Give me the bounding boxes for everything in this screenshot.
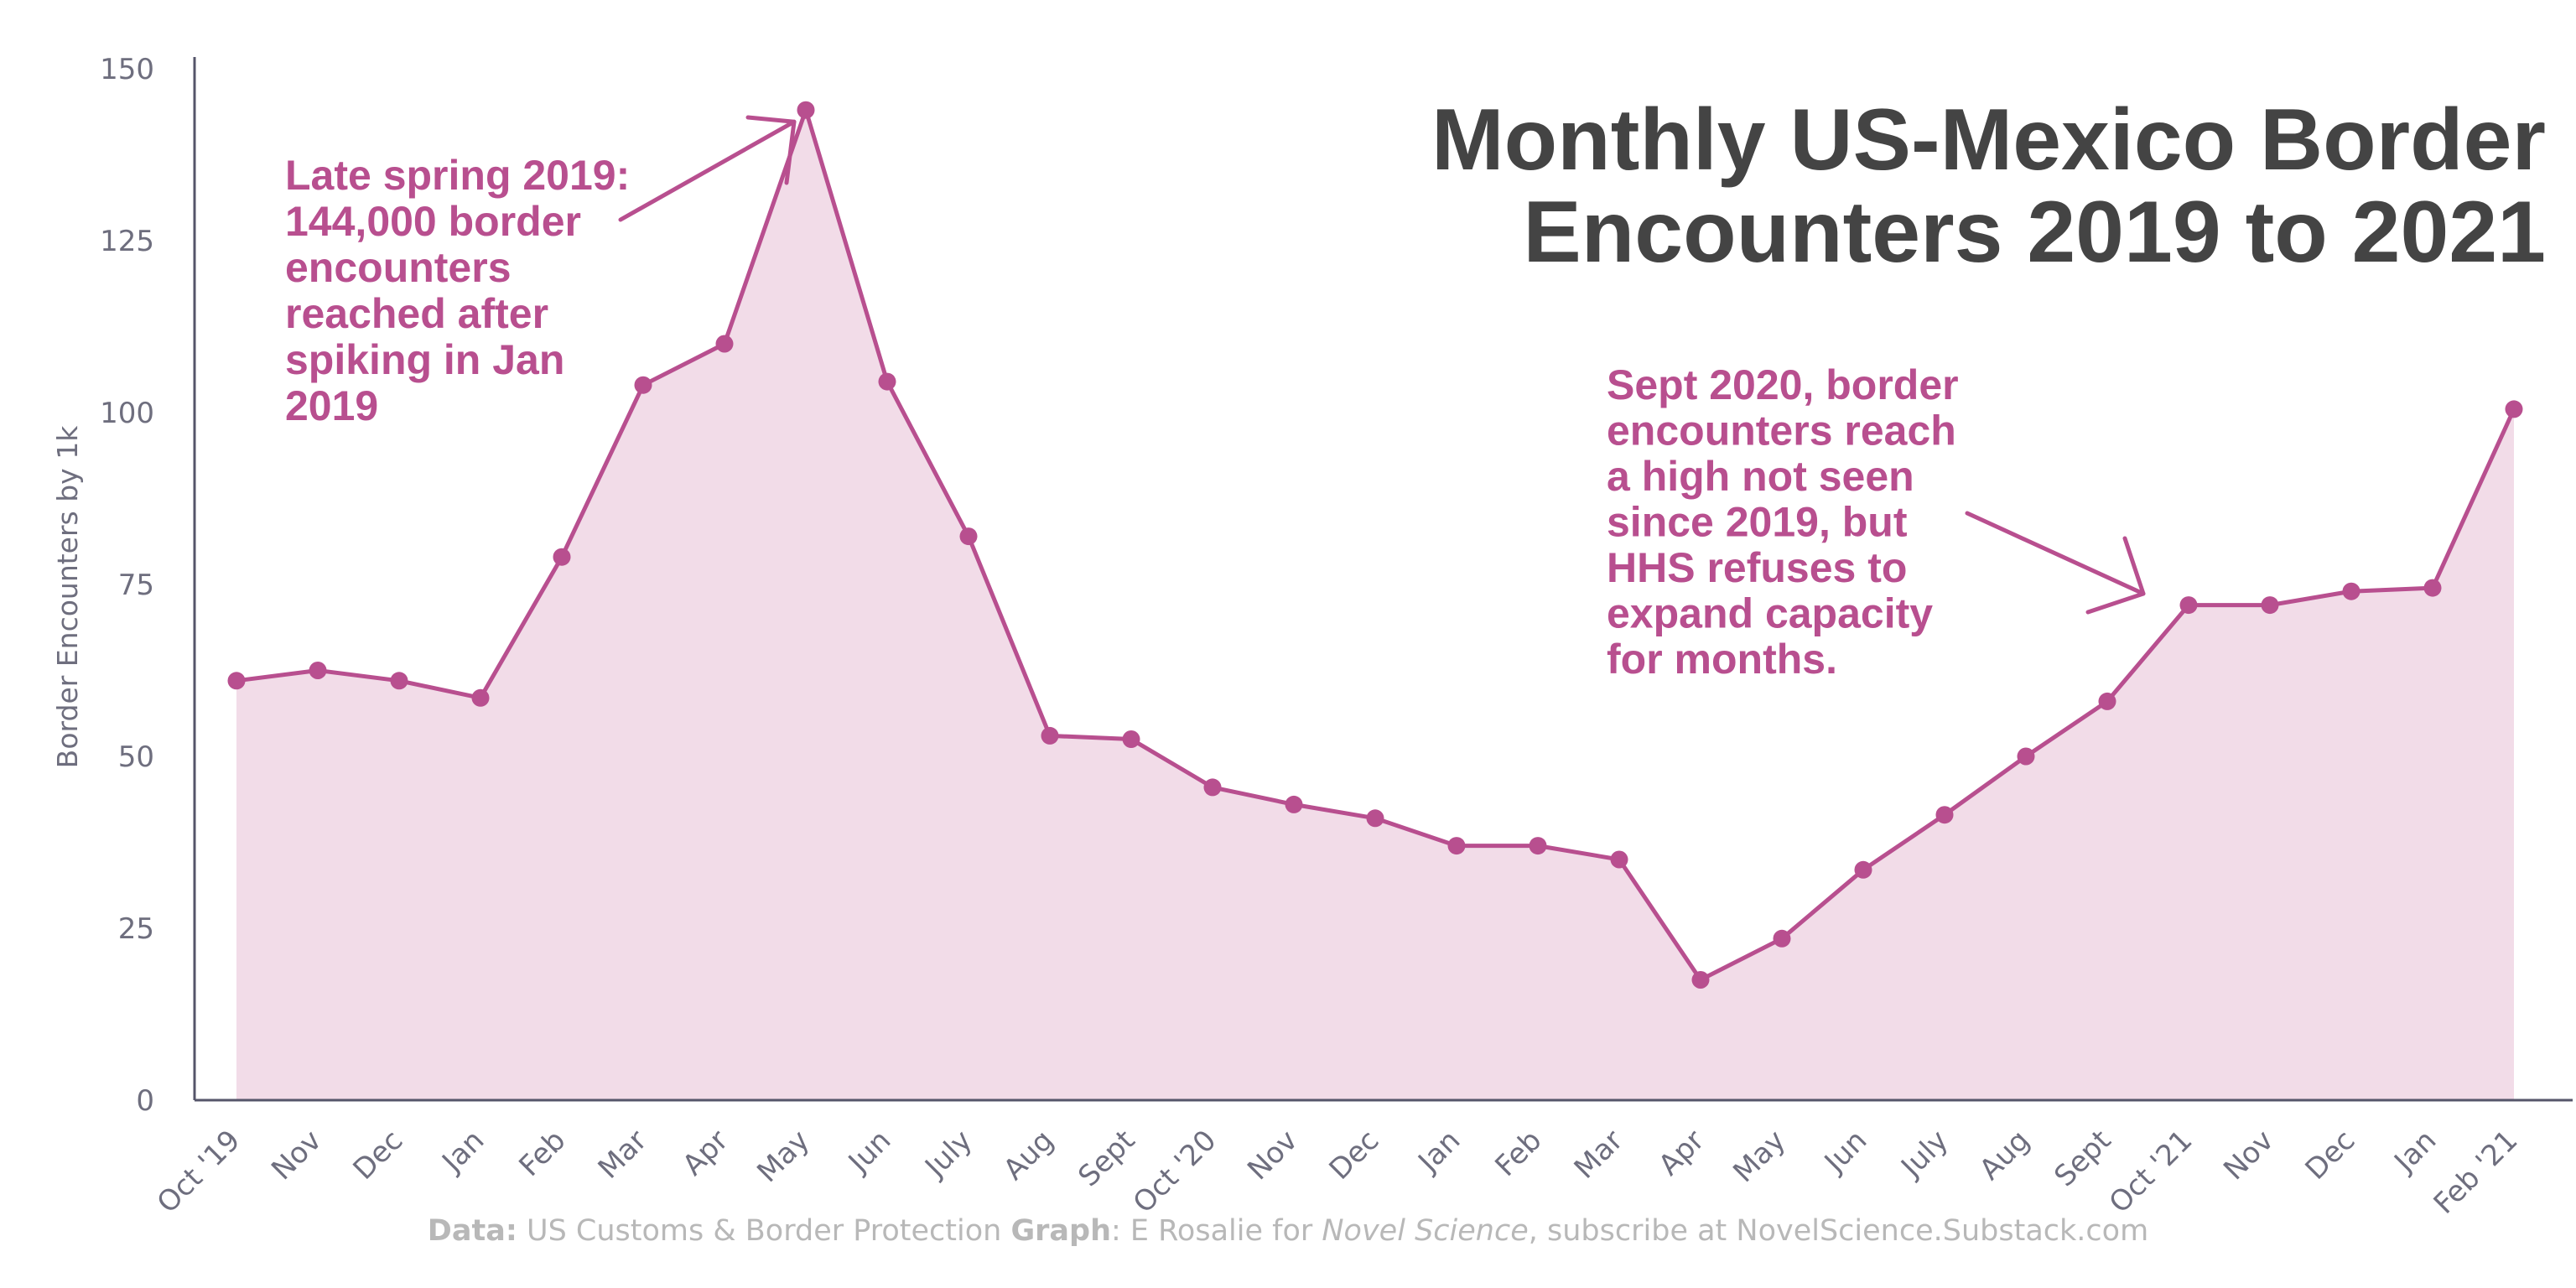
y-tick-label: 125 — [100, 225, 154, 258]
x-tick-label: May — [1727, 1124, 1792, 1189]
data-point — [1691, 971, 1710, 989]
x-tick-label: Mar — [592, 1124, 654, 1186]
x-tick-label: Nov — [265, 1124, 328, 1187]
y-tick-label: 100 — [100, 397, 154, 430]
x-tick-label: Apr — [1652, 1124, 1711, 1182]
data-point — [797, 101, 815, 119]
data-point — [2098, 692, 2116, 710]
y-tick-label: 0 — [136, 1084, 154, 1118]
y-tick-label: 50 — [118, 740, 154, 774]
data-point — [1366, 809, 1384, 828]
x-tick-label: Oct '19 — [151, 1124, 247, 1220]
source-data-text: US Customs & Border Protection — [517, 1214, 1011, 1248]
annotation-text: expand capacity — [1607, 590, 1933, 637]
x-tick-label: Jan — [435, 1124, 491, 1180]
source-data-label: Data: — [427, 1214, 517, 1248]
source-caption: Data: US Customs & Border Protection Gra… — [0, 1214, 2576, 1248]
x-tick-label: Sept — [1072, 1124, 1141, 1193]
data-point — [227, 672, 246, 690]
data-point — [553, 548, 571, 566]
annotations: Late spring 2019:144,000 borderencounter… — [285, 115, 2146, 683]
data-point — [471, 688, 490, 707]
x-tick-label: Jan — [1411, 1124, 1467, 1180]
arrow-head — [745, 115, 797, 185]
annotation-text: since 2019, but — [1607, 499, 1908, 546]
source-tail-text: , subscribe at NovelScience.Substack.com — [1528, 1214, 2149, 1248]
x-tick-label: Aug — [997, 1124, 1060, 1187]
annotation-arrow — [618, 119, 797, 222]
x-tick-label: Jun — [841, 1124, 897, 1180]
arrow-head — [2085, 536, 2146, 615]
x-tick-label: Jan — [2387, 1124, 2444, 1180]
x-tick-label: Oct '21 — [2103, 1124, 2199, 1220]
data-point — [1529, 837, 1547, 855]
data-point — [2505, 400, 2523, 418]
data-point — [2342, 582, 2360, 600]
title-line: Encounters 2019 to 2021 — [1523, 184, 2546, 281]
data-point — [959, 527, 978, 546]
y-tick-label: 150 — [100, 53, 154, 86]
x-tick-label: Dec — [2299, 1124, 2362, 1187]
data-point — [1610, 850, 1628, 869]
y-tick-label: 75 — [118, 569, 154, 602]
source-publication: Novel Science — [1322, 1214, 1529, 1248]
data-point — [878, 372, 896, 391]
title-line: Monthly US-Mexico Border — [1431, 91, 2546, 189]
x-tick-label: Dec — [1323, 1124, 1386, 1187]
data-point — [1122, 730, 1140, 748]
annotation-text: spiking in Jan — [285, 336, 564, 383]
x-tick-label: Feb — [1489, 1124, 1549, 1183]
data-point — [309, 662, 327, 679]
data-point — [715, 335, 734, 353]
x-tick-label: Feb — [513, 1124, 573, 1183]
x-tick-label: Nov — [1241, 1124, 1304, 1187]
x-tick-label: Aug — [1973, 1124, 2036, 1187]
x-tick-label: Jun — [1817, 1124, 1873, 1180]
data-point — [1203, 778, 1222, 797]
x-tick-label: July — [1893, 1124, 1955, 1185]
annotation-text: 2019 — [285, 382, 378, 429]
x-tick-label: Dec — [347, 1124, 410, 1187]
x-tick-label: Oct '20 — [1127, 1124, 1223, 1220]
data-point — [1935, 806, 1954, 824]
data-point — [2261, 596, 2279, 615]
data-point — [1773, 929, 1791, 948]
data-point — [2423, 579, 2442, 597]
annotation-text: for months. — [1607, 636, 1837, 683]
y-tick-label: 25 — [118, 912, 154, 946]
x-tick-label: Nov — [2217, 1124, 2280, 1187]
annotation-text: encounters reach — [1607, 408, 1956, 454]
plot-area — [227, 101, 2523, 1101]
data-point — [2017, 747, 2035, 766]
annotation-text: Sept 2020, border — [1607, 361, 1959, 408]
annotation-text: encounters — [285, 244, 512, 291]
annotation-text: HHS refuses to — [1607, 544, 1907, 591]
x-tick-label: May — [750, 1124, 816, 1189]
y-axis-label: Border Encounters by 1k — [51, 425, 84, 769]
data-point — [2179, 596, 2198, 615]
annotation-text: reached after — [285, 290, 548, 337]
data-point — [1041, 726, 1059, 745]
annotation-arrow — [1965, 511, 2146, 596]
data-point — [390, 672, 408, 690]
data-point — [1447, 837, 1466, 855]
x-tick-label: Apr — [676, 1124, 735, 1182]
x-tick-label: July — [917, 1124, 979, 1185]
data-point — [1854, 860, 1872, 879]
source-graph-label: Graph — [1010, 1214, 1112, 1248]
x-tick-label: Feb '21 — [2428, 1124, 2525, 1221]
annotation-text: a high not seen — [1607, 453, 1914, 500]
area-fill — [236, 110, 2514, 1101]
x-tick-label: Sept — [2048, 1124, 2117, 1193]
source-graph-text: : E Rosalie for — [1111, 1214, 1322, 1248]
x-tick-label: Mar — [1568, 1124, 1630, 1186]
annotation-text: Late spring 2019: — [285, 152, 630, 199]
data-point — [1285, 795, 1303, 813]
data-point — [634, 376, 652, 394]
annotation-text: 144,000 border — [285, 198, 581, 245]
